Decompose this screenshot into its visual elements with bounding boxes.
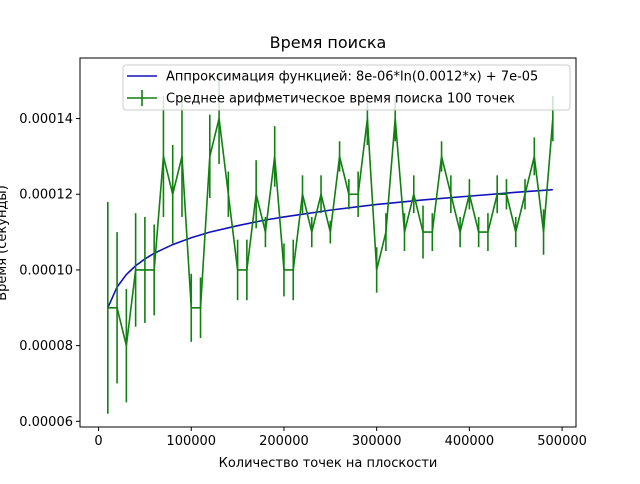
legend-data-label: Среднее арифметическое время поиска 100 … xyxy=(166,92,515,107)
legend: Аппроксимация функцией: 8e-06*ln(0.0012*… xyxy=(122,64,571,111)
y-axis-label: Время (секунды) xyxy=(0,185,10,301)
x-axis-label: Количество точек на плоскости xyxy=(219,456,438,471)
mean-time-line xyxy=(107,117,554,347)
legend-box xyxy=(122,64,571,111)
y-tick-label: 0.00012 xyxy=(19,188,73,203)
fit-curve-line xyxy=(107,188,553,309)
x-tick-label: 500000 xyxy=(537,434,587,449)
axes-frame xyxy=(79,57,577,428)
y-tick-label: 0.00010 xyxy=(19,263,73,278)
y-tick-label: 0.00008 xyxy=(19,339,73,354)
y-tick-label: 0.00006 xyxy=(19,415,73,430)
x-tick-label: 200000 xyxy=(259,434,309,449)
y-tick-label: 0.00014 xyxy=(19,112,73,127)
x-tick-label: 300000 xyxy=(352,434,402,449)
x-tick-label: 0 xyxy=(94,434,102,449)
axis-ticks: 0 100000 200000 300000 400000 500000 0.00006 0.… xyxy=(19,112,587,449)
plot-series-group xyxy=(107,73,554,414)
x-tick-label: 100000 xyxy=(166,434,216,449)
plot-area xyxy=(107,73,554,414)
legend-fit-label: Аппроксимация функцией: 8e-06*ln(0.0012*… xyxy=(166,70,538,85)
chart-title: Время поиска xyxy=(270,33,387,52)
x-tick-label: 400000 xyxy=(445,434,495,449)
